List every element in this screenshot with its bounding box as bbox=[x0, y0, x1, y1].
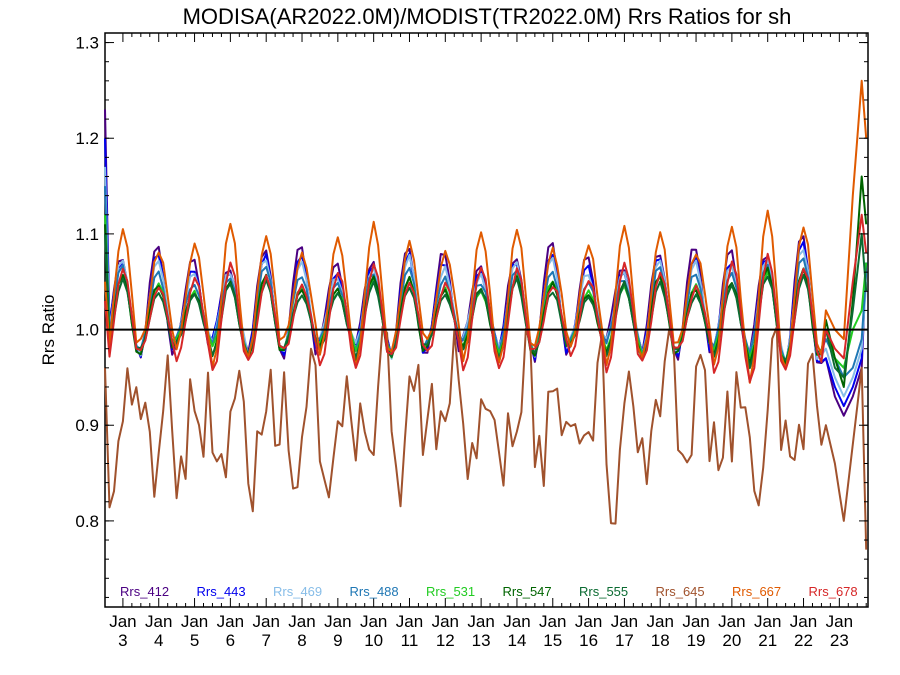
x-tick-month-9: Jan bbox=[432, 612, 459, 631]
legend-item-rrs_667: Rrs_667 bbox=[732, 584, 781, 599]
legend-item-rrs_547: Rrs_547 bbox=[503, 584, 552, 599]
x-tick-day-1: 4 bbox=[154, 631, 163, 650]
y-tick-label-3: 1.1 bbox=[75, 225, 99, 244]
x-tick-day-3: 6 bbox=[226, 631, 235, 650]
x-tick-day-16: 19 bbox=[687, 631, 706, 650]
x-tick-day-20: 23 bbox=[830, 631, 849, 650]
x-tick-day-7: 10 bbox=[364, 631, 383, 650]
legend-item-rrs_412: Rrs_412 bbox=[120, 584, 169, 599]
legend: Rrs_412 Rrs_443 Rrs_469 Rrs_488 Rrs_531 Rrs_5… bbox=[120, 584, 858, 599]
x-tick-month-3: Jan bbox=[217, 612, 244, 631]
x-tick-day-11: 14 bbox=[507, 631, 526, 650]
x-tick-month-17: Jan bbox=[718, 612, 745, 631]
x-tick-day-0: 3 bbox=[118, 631, 127, 650]
series-line-rrs_645 bbox=[104, 325, 868, 550]
x-tick-day-10: 13 bbox=[472, 631, 491, 650]
x-tick-month-5: Jan bbox=[288, 612, 315, 631]
x-tick-month-7: Jan bbox=[360, 612, 387, 631]
plot-area: 0.80.91.01.11.21.3 Jan3Jan4Jan5Jan6Jan7J… bbox=[75, 32, 869, 650]
x-axis: Jan3Jan4Jan5Jan6Jan7Jan8Jan9Jan10Jan11Ja… bbox=[109, 33, 867, 650]
x-tick-month-10: Jan bbox=[467, 612, 494, 631]
y-tick-label-0: 0.8 bbox=[75, 512, 99, 531]
legend-item-rrs_645: Rrs_645 bbox=[656, 584, 705, 599]
x-tick-day-19: 22 bbox=[794, 631, 813, 650]
x-tick-month-4: Jan bbox=[252, 612, 279, 631]
legend-item-rrs_443: Rrs_443 bbox=[197, 584, 246, 599]
y-tick-label-5: 1.3 bbox=[75, 34, 99, 53]
legend-item-rrs_469: Rrs_469 bbox=[273, 584, 322, 599]
x-tick-month-14: Jan bbox=[611, 612, 638, 631]
x-tick-day-12: 15 bbox=[543, 631, 562, 650]
x-tick-day-15: 18 bbox=[651, 631, 670, 650]
x-tick-month-19: Jan bbox=[790, 612, 817, 631]
x-tick-month-15: Jan bbox=[647, 612, 674, 631]
x-tick-month-0: Jan bbox=[109, 612, 136, 631]
x-tick-day-17: 20 bbox=[722, 631, 741, 650]
chart-title: MODISA(AR2022.0M)/MODIST(TR2022.0M) Rrs … bbox=[183, 4, 792, 29]
x-tick-month-16: Jan bbox=[682, 612, 709, 631]
legend-item-rrs_678: Rrs_678 bbox=[809, 584, 858, 599]
series-line-rrs_555 bbox=[104, 232, 868, 379]
x-tick-day-14: 17 bbox=[615, 631, 634, 650]
x-tick-month-18: Jan bbox=[754, 612, 781, 631]
y-tick-label-1: 0.9 bbox=[75, 416, 99, 435]
x-tick-day-2: 5 bbox=[190, 631, 199, 650]
x-tick-month-2: Jan bbox=[181, 612, 208, 631]
x-tick-month-20: Jan bbox=[826, 612, 853, 631]
legend-item-rrs_531: Rrs_531 bbox=[426, 584, 475, 599]
x-tick-day-9: 12 bbox=[436, 631, 455, 650]
y-axis: 0.8 0.9 1.0 1.1 1.2 1.3 bbox=[75, 34, 868, 598]
x-tick-month-12: Jan bbox=[539, 612, 566, 631]
x-tick-day-8: 11 bbox=[401, 631, 419, 650]
x-tick-month-11: Jan bbox=[503, 612, 530, 631]
legend-item-rrs_488: Rrs_488 bbox=[350, 584, 399, 599]
plot-frame bbox=[104, 32, 869, 608]
x-tick-day-6: 9 bbox=[333, 631, 342, 650]
x-tick-month-6: Jan bbox=[324, 612, 351, 631]
y-axis-label: Rrs Ratio bbox=[39, 295, 58, 366]
series-line-rrs_667 bbox=[104, 79, 868, 384]
x-tick-day-18: 21 bbox=[758, 631, 777, 650]
x-tick-day-5: 8 bbox=[297, 631, 306, 650]
x-tick-day-13: 16 bbox=[579, 631, 598, 650]
y-tick-label-2: 1.0 bbox=[75, 321, 99, 340]
y-tick-label-4: 1.2 bbox=[75, 129, 99, 148]
series-line-rrs_678 bbox=[104, 213, 868, 383]
x-tick-day-4: 7 bbox=[261, 631, 270, 650]
legend-item-rrs_555: Rrs_555 bbox=[579, 584, 628, 599]
x-tick-month-8: Jan bbox=[396, 612, 423, 631]
series-group bbox=[104, 79, 868, 550]
x-tick-month-1: Jan bbox=[145, 612, 172, 631]
x-tick-month-13: Jan bbox=[575, 612, 602, 631]
